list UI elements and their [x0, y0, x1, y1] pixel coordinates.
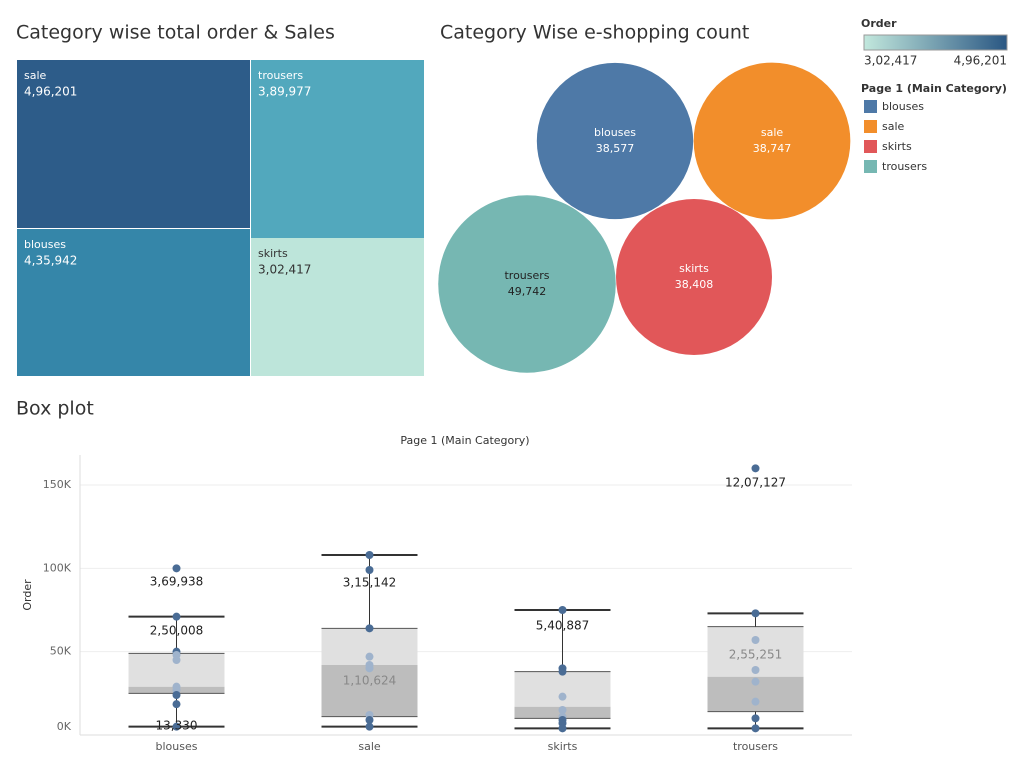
- bubble: [693, 62, 851, 220]
- point-label: 3,69,938: [150, 575, 203, 589]
- chart-title: Category wise total order & Sales: [16, 22, 335, 44]
- chart-title: Box plot: [16, 398, 94, 420]
- point: [558, 724, 567, 733]
- bubble: [536, 62, 694, 220]
- legend-tick-label: 4,96,201: [954, 54, 1007, 68]
- point: [365, 566, 374, 574]
- y-tick-label: 150K: [43, 478, 72, 491]
- point: [558, 667, 567, 676]
- point-label: 2,50,008: [150, 624, 203, 638]
- legend-label: blouses: [882, 100, 924, 113]
- point: [558, 692, 567, 701]
- y-tick-label: 50K: [50, 645, 72, 658]
- legend-label: sale: [882, 120, 905, 133]
- point: [751, 714, 760, 723]
- color-ramp: [863, 34, 1008, 51]
- bubble-value: 38,408: [675, 278, 714, 291]
- point: [365, 624, 374, 633]
- point: [172, 722, 181, 731]
- point: [751, 677, 760, 686]
- x-tick-label: trousers: [733, 740, 778, 753]
- tile-value: 3,89,977: [258, 85, 311, 99]
- tile-value: 4,35,942: [24, 254, 77, 268]
- point: [172, 691, 181, 699]
- bubble-label: skirts: [679, 262, 709, 275]
- point: [365, 716, 374, 724]
- tile-label: skirts: [258, 247, 288, 260]
- tile-label: sale: [24, 69, 47, 82]
- legend-label: trousers: [882, 160, 927, 173]
- y-tick-label: 0K: [57, 720, 72, 733]
- legend-swatch: [864, 140, 877, 153]
- legend-label: skirts: [882, 140, 912, 153]
- point: [365, 652, 374, 661]
- point: [365, 551, 374, 559]
- point: [172, 700, 181, 709]
- y-tick-label: 100K: [43, 561, 72, 574]
- legend-swatch: [864, 120, 877, 133]
- point: [558, 706, 567, 714]
- x-header: Page 1 (Main Category): [400, 434, 529, 447]
- point-label: 1,10,624: [343, 674, 396, 688]
- tile-value: 4,96,201: [24, 85, 77, 99]
- point: [751, 464, 760, 473]
- legend-title: Page 1 (Main Category): [861, 82, 1007, 95]
- point: [172, 612, 181, 621]
- y-axis-title: Order: [21, 579, 34, 611]
- bubble: [438, 195, 616, 373]
- point-label: 12,07,127: [725, 476, 786, 490]
- point: [751, 666, 760, 674]
- point: [558, 606, 567, 614]
- bubble-label: trousers: [504, 269, 549, 282]
- tile-value: 3,02,417: [258, 263, 311, 277]
- bubble: [616, 199, 772, 355]
- x-tick-label: skirts: [548, 740, 578, 753]
- bubble-value: 49,742: [508, 285, 547, 298]
- tile-label: trousers: [258, 69, 303, 82]
- bubble-label: blouses: [594, 126, 636, 139]
- point-label: 5,40,887: [536, 619, 589, 633]
- bubble-value: 38,577: [596, 142, 635, 155]
- point-label: 3,15,142: [343, 576, 396, 590]
- x-tick-label: blouses: [156, 740, 198, 753]
- bubble-value: 38,747: [753, 142, 792, 155]
- legend-tick-label: 3,02,417: [864, 54, 917, 68]
- point: [751, 724, 760, 733]
- bubble-label: sale: [761, 126, 784, 139]
- treemap-tile: [17, 229, 250, 376]
- point-label: 2,55,251: [729, 648, 782, 662]
- point: [751, 697, 760, 706]
- box-lower: [321, 665, 418, 717]
- point-label: 13,330: [156, 719, 198, 733]
- point: [365, 664, 374, 673]
- box-upper: [514, 671, 611, 707]
- point: [172, 656, 181, 664]
- point: [172, 564, 181, 573]
- point: [751, 636, 760, 644]
- legend-swatch: [864, 100, 877, 113]
- chart-title: Category Wise e-shopping count: [440, 22, 749, 44]
- legend-title: Order: [861, 17, 897, 30]
- treemap-tile: [251, 60, 424, 238]
- treemap-tile: [251, 238, 424, 376]
- point: [365, 722, 374, 731]
- treemap-tile: [17, 60, 250, 228]
- x-tick-label: sale: [358, 740, 381, 753]
- tile-label: blouses: [24, 238, 66, 251]
- legend-swatch: [864, 160, 877, 173]
- point: [751, 609, 760, 618]
